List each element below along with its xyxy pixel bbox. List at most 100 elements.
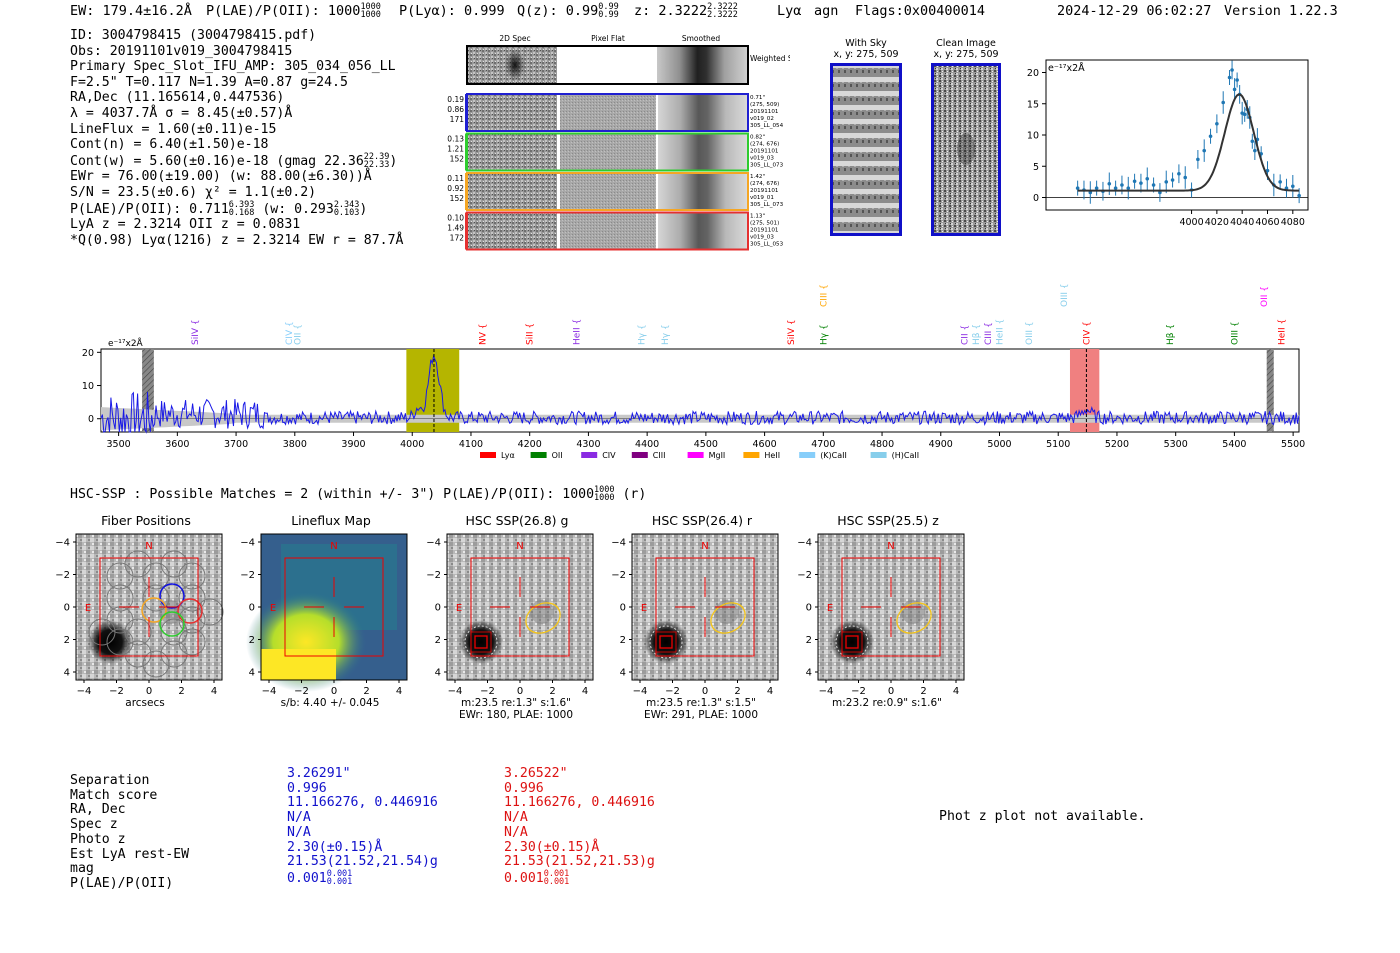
header-z-range: 2.3222 2.3222 (707, 3, 738, 20)
legend-label: OII (552, 451, 563, 460)
hsc-xtick-label: 0 (146, 686, 152, 697)
fit-data-point (1265, 168, 1270, 173)
fiber-circle (178, 562, 206, 590)
header-version: Version 1.22.3 (1224, 3, 1338, 19)
source-box (845, 635, 859, 649)
hsc-caption-line1: m:23.2 re:0.9" s:1.6" (832, 697, 942, 709)
info-plae-range: 6.393 0.168 (229, 200, 255, 217)
fit-data-point (1094, 186, 1099, 190)
cutout-row-meta: v019_01 (750, 195, 774, 201)
fit-data-point (1177, 171, 1181, 176)
spectral-line-label: CII { (960, 325, 970, 345)
info-obs: Obs: 20191101v019_3004798415 (70, 43, 293, 59)
fit-data-point (1151, 183, 1156, 187)
cutout-smoothed (658, 94, 748, 131)
fiber-circle (106, 584, 134, 612)
cutout-row-meta: (275, 501) (750, 221, 779, 227)
spectral-line-label: Hβ { (972, 324, 982, 345)
hsc-caption-line1: m:23.5 re:1.3" s:1.5" (646, 697, 756, 709)
header-z-lo: 2.3222 (707, 10, 738, 20)
legend-swatch (687, 452, 704, 458)
header-plae-range: 1000 1000 (360, 2, 381, 20)
cutout-row-meta: 20191101 (750, 188, 779, 194)
cutout-row-meta: 20191101 (750, 149, 779, 155)
search-box (99, 557, 199, 657)
match1-score: 0.996 (287, 780, 327, 796)
fit-xtick-label: 4040 (1230, 217, 1254, 228)
hsc-panel-5: N E −4 4 −2 2 0 0 2 −2 4 −4 (797, 533, 965, 697)
header-plae: P(LAE)/P(OII): 1000 1000 1000 (206, 2, 381, 20)
spectral-line-label: OIII { (1060, 283, 1070, 307)
compass-east: E (85, 603, 91, 614)
compass-north: N (145, 541, 152, 552)
hsc-caption-line1: arcsecs (125, 697, 165, 709)
hsc-panel-title: HSC SSP(26.4) r (651, 513, 753, 528)
hsc-panel-title: HSC SSP(25.5) z (837, 513, 939, 528)
match2-specz: N/A (504, 810, 528, 826)
match-label-specz: Spec z (70, 817, 118, 833)
match1-plae-hi: 0.001 (326, 868, 353, 879)
hsc-xtick-label: 4 (953, 686, 959, 697)
match1-mag: 21.53(21.52,21.54)g (287, 854, 438, 870)
match-label-separation: Separation (70, 773, 150, 788)
hsc-ytick-label: −4 (611, 538, 626, 549)
cutout-pixel-flat (560, 133, 656, 171)
hsc-xtick-label: 4 (582, 686, 588, 697)
info-plae-w-end: ) (359, 201, 368, 217)
cutout-row-meta: 0.71" (750, 95, 765, 101)
cutout-row-marker (465, 94, 468, 131)
hsc-caption-line2: EWr: 291, PLAE: 1000 (643, 709, 759, 721)
spec-xtick-label: 4200 (518, 439, 542, 450)
header-plae-hi: 1000 (360, 2, 381, 12)
line-fit-gaussian (1077, 93, 1300, 192)
spectral-line-label: HeII { (573, 319, 583, 345)
match1-ew: 2.30(±0.15)Å (287, 839, 383, 855)
match2-ew: 2.30(±0.15)Å (504, 839, 600, 855)
fiber-circle (196, 598, 224, 626)
hsc-xtick-label: 0 (331, 686, 337, 697)
info-plae: P(LAE)/P(OII): 0.711 6.393 0.168 (w: 0.293… (70, 200, 403, 218)
spec-xtick-label: 4500 (694, 439, 718, 450)
fiber-circle (124, 640, 152, 668)
cutout-row-meta: 305_LL_073 (750, 202, 784, 208)
hsc-xtick-label: 4 (767, 686, 773, 697)
with-sky-image (830, 63, 902, 236)
hsc-ytick-label: 0 (249, 603, 255, 614)
clean-image-title-text: Clean Image (936, 38, 996, 49)
header-line: Lyα (777, 3, 802, 19)
match-label-photoz: Photo z (70, 831, 126, 847)
lineflux-map-bright (261, 649, 336, 680)
compass-north: N (701, 541, 708, 552)
legend-swatch (870, 452, 887, 458)
match-ellipse (710, 602, 746, 634)
fiber-circle (178, 628, 206, 656)
legend-label: HeII (764, 451, 780, 460)
clean-image (931, 63, 1001, 236)
info-ewr: EWr = 76.00(±19.00) (w: 88.00(±6.30))Å (70, 169, 372, 185)
hsc-ytick-label: −2 (797, 570, 812, 581)
hsc-xtick-label: −4 (633, 686, 648, 697)
match-column-2: 3.26522" 0.996 11.166276, 0.446916 N/A N… (504, 766, 655, 887)
legend-label: Lyα (501, 451, 515, 460)
fit-data-point (1145, 176, 1150, 181)
spectrum-line (100, 354, 1300, 434)
hsc-xtick-label: −2 (480, 686, 495, 697)
match2-mag: 21.53(21.52,21.53)g (504, 854, 655, 870)
cutout-row-value: 152 (450, 194, 465, 203)
spec-xtick-label: 3700 (224, 439, 248, 450)
cutout-row-meta: 0.82" (750, 135, 765, 141)
spec-xtick-label: 5400 (1222, 439, 1246, 450)
cutout-row-meta: 305_LL_053 (750, 242, 784, 248)
hsc-panel-2: N E −4 4 −2 2 0 0 2 −2 4 −4 (240, 533, 408, 697)
clean-image-xy: x, y: 275, 509 (933, 49, 999, 60)
match-labels: Separation Match score RA, Dec Spec z Ph… (70, 773, 189, 892)
hsc-xtick-label: −4 (262, 686, 277, 697)
hsc-ytick-label: 0 (435, 603, 441, 614)
hsc-title-main: HSC-SSP : Possible Matches = 2 (within +… (70, 487, 595, 502)
legend-swatch (530, 452, 547, 458)
hsc-caption-line2: EWr: 180, PLAE: 1000 (458, 709, 574, 721)
hsc-title-end: (r) (622, 487, 647, 502)
match2-photoz: N/A (504, 824, 528, 840)
header-plya: P(Lyα): 0.999 (399, 3, 505, 19)
